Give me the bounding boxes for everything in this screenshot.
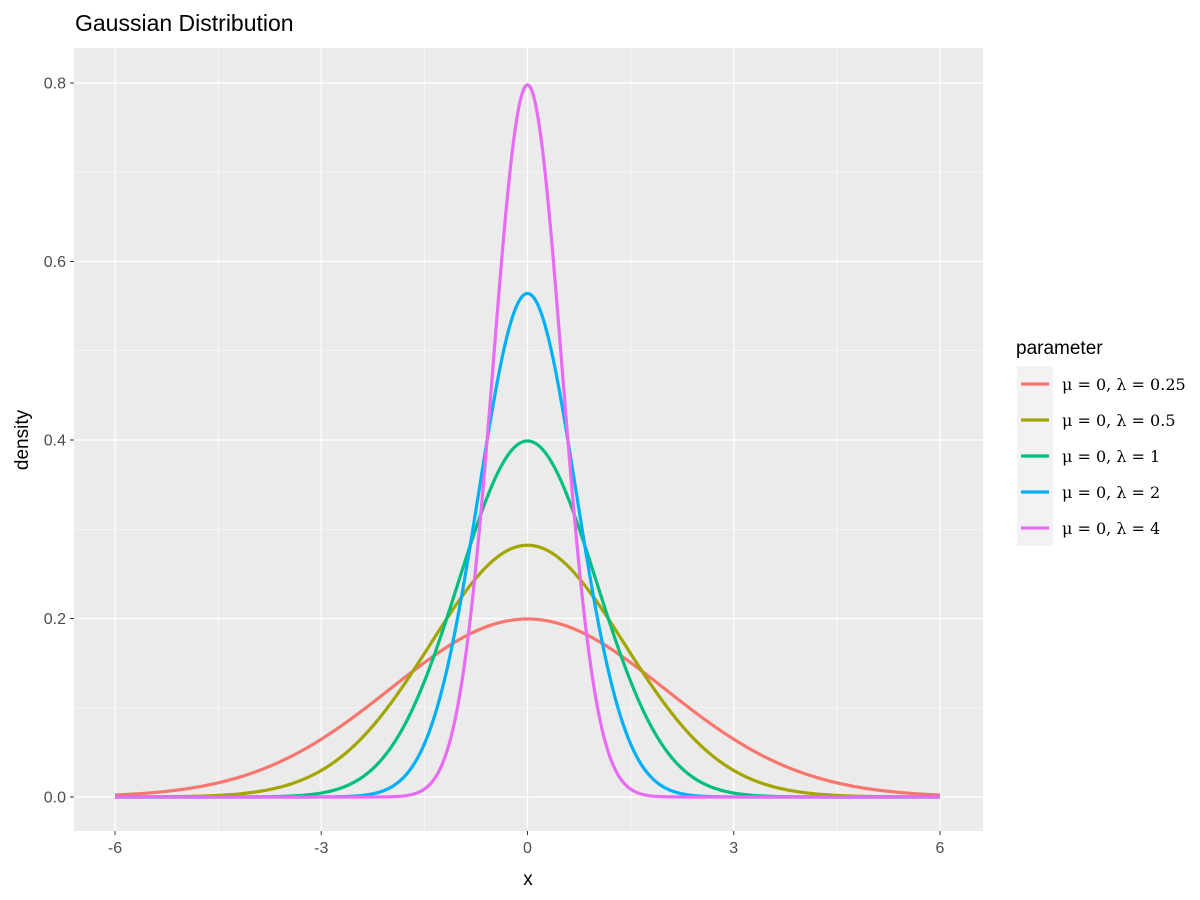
series-line [114, 617, 941, 797]
x-axis: -6 -3 0 3 6 [108, 831, 945, 857]
chart-title: Gaussian Distribution [75, 10, 294, 36]
legend-title: parameter [1016, 338, 1103, 359]
legend-label: μ = 0, λ = 0.25 [1062, 375, 1186, 394]
y-tick-label: 0.8 [44, 76, 66, 93]
series-line [114, 543, 941, 799]
legend-label: μ = 0, λ = 4 [1062, 519, 1160, 538]
x-axis-title: x [523, 869, 533, 890]
x-tick-label: 6 [936, 840, 945, 857]
series-lines [114, 83, 941, 799]
legend-label: μ = 0, λ = 2 [1062, 483, 1160, 502]
x-tick-label: -6 [108, 840, 122, 857]
x-tick-label: -3 [314, 840, 328, 857]
y-tick-label: 0.0 [44, 790, 66, 807]
y-axis: 0.0 0.2 0.4 0.6 0.8 [44, 76, 74, 807]
legend-label: μ = 0, λ = 0.5 [1062, 411, 1176, 430]
y-axis-title: density [12, 409, 33, 470]
x-tick-label: 0 [523, 840, 532, 857]
x-tick-label: 3 [729, 840, 738, 857]
series-line [114, 83, 941, 799]
legend: parameter μ = 0, λ = 0.25 μ = 0, λ = 0.5 μ… [1016, 338, 1186, 546]
y-tick-label: 0.4 [44, 433, 66, 450]
y-tick-label: 0.2 [44, 611, 66, 628]
legend-label: μ = 0, λ = 1 [1062, 447, 1160, 466]
y-tick-label: 0.6 [44, 254, 66, 271]
